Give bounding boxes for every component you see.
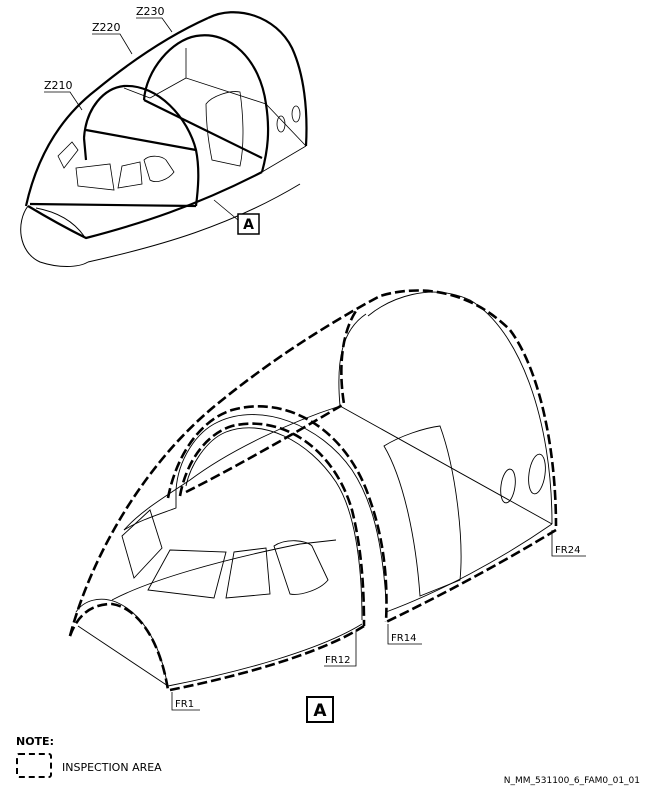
nose-lower-line: [77, 625, 169, 687]
leader-z220: [92, 33, 133, 55]
nose-lower-outline: [20, 205, 89, 267]
zone-label-z220: Z220: [92, 21, 121, 34]
side-window-2: [291, 105, 301, 123]
fuselage-overview: [20, 11, 308, 267]
detail-view-a: [68, 289, 586, 711]
side-window-1: [276, 115, 286, 133]
rear-door-outline: [383, 425, 462, 597]
rear-window-2: [528, 453, 546, 495]
glare-shield-line: [123, 490, 177, 531]
inner-arch-z220-thick: [82, 84, 200, 207]
figure-identifier: N_MM_531100_6_FAM0_01_01: [503, 776, 640, 786]
frame-label-fr1: FR1: [175, 699, 194, 710]
cockpit-base-thick: [27, 171, 263, 240]
inspection-outer-top: [68, 289, 558, 637]
ceiling-line: [123, 405, 341, 531]
mid-frame-inner: [185, 427, 363, 621]
interior-thin: [123, 48, 307, 173]
windshield-right: [143, 155, 175, 182]
cockpit-outline-thick: [24, 16, 209, 207]
nose-front-edge: [35, 207, 85, 237]
zone-label-z230: Z230: [136, 5, 165, 18]
view-callout-box-top: [237, 213, 260, 235]
frame-label-fr12: FR12: [325, 655, 350, 666]
lower-sill-line: [167, 623, 363, 687]
floor-line: [339, 405, 553, 613]
side-window-front: [57, 141, 79, 169]
leader-fr24: [551, 530, 586, 557]
side-pane-front: [121, 509, 163, 579]
view-callout-label-bottom: A: [313, 701, 327, 721]
leader-fr12: [324, 630, 357, 667]
frame-label-fr14: FR14: [391, 633, 416, 644]
view-callout-box-bottom: [306, 696, 334, 723]
windshield-pane-left: [147, 549, 227, 599]
nose-lower-belly: [87, 183, 301, 263]
rear-window-1: [500, 468, 516, 504]
zone-label-z210: Z210: [44, 79, 73, 92]
leader-z210: [44, 91, 83, 111]
cockpit-divider-2: [143, 99, 263, 159]
view-callout-label-top: A: [243, 217, 254, 233]
top-arch-thick: [207, 11, 308, 147]
inspection-fr14-arch: [166, 405, 388, 623]
inspection-fr14-rear: [185, 307, 360, 494]
mid-frame-solid: [175, 414, 387, 601]
windshield-pane-right: [273, 540, 329, 595]
rear-frame-solid: [367, 291, 553, 525]
note-title: NOTE:: [16, 735, 54, 748]
dash-lower-line: [111, 539, 337, 601]
cockpit-divider-1: [82, 128, 197, 161]
inspection-area-legend-label: INSPECTION AREA: [62, 761, 162, 774]
windshield-center: [117, 161, 143, 189]
inspection-lower-sill: [169, 624, 365, 692]
leader-callout-a: [213, 199, 239, 221]
leader-fr14: [387, 624, 422, 645]
frame-label-fr24: FR24: [555, 545, 580, 556]
inspection-area-boundary: [68, 289, 558, 692]
inspection-rear-lower: [385, 528, 557, 624]
windshield-pane-center: [225, 547, 271, 599]
rear-door-panel: [205, 91, 244, 167]
leader-fr1: [171, 692, 200, 711]
inspection-fr12-arch: [178, 422, 366, 627]
inner-arch-z230-thick: [142, 34, 270, 173]
inspection-area-legend-symbol: [16, 753, 52, 778]
cockpit-side-thick: [29, 202, 197, 208]
rear-frame-inner: [338, 313, 367, 407]
windshield-left: [75, 163, 115, 191]
leader-z230: [136, 17, 173, 33]
inspection-nose-arch: [68, 602, 170, 691]
